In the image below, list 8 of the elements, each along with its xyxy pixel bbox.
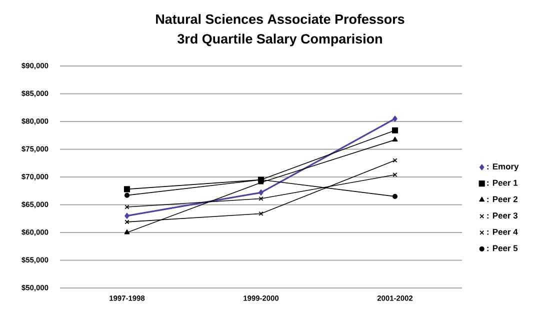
chart-title: Natural Sciences Associate Professors [156, 14, 404, 24]
legend-label: : Peer 3 [487, 212, 518, 219]
legend-label: : Peer 2 [487, 196, 518, 202]
legend-label: : Peer 4 [487, 228, 518, 235]
legend-label: : Emory [487, 164, 519, 172]
legend-label: : Peer 5 [487, 245, 518, 252]
legend-label: : Peer 1 [487, 180, 518, 186]
chart-subtitle: 3rd Quartile Salary Comparision [178, 34, 382, 46]
